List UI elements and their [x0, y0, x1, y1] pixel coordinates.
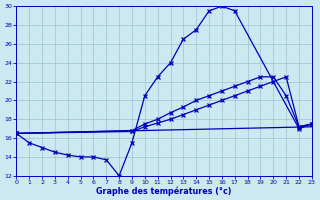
X-axis label: Graphe des températures (°c): Graphe des températures (°c): [96, 186, 232, 196]
